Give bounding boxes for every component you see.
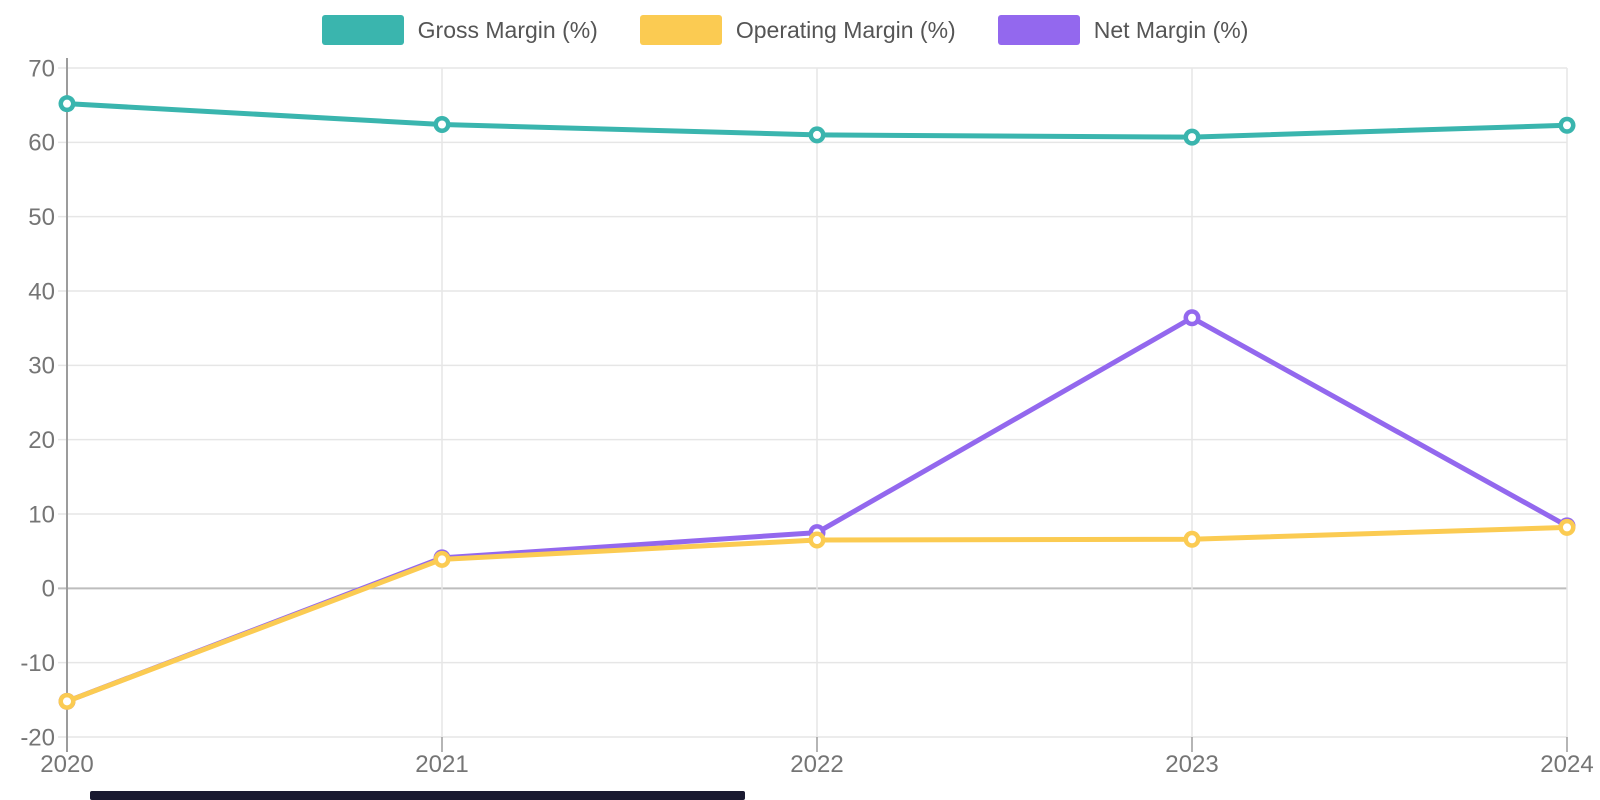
- legend-item-net-margin[interactable]: Net Margin (%): [997, 15, 1249, 45]
- legend-label: Net Margin (%): [1093, 16, 1249, 43]
- y-tick-label: 60: [28, 130, 55, 157]
- y-tick-label: 20: [28, 427, 55, 454]
- y-tick-label: 30: [28, 353, 55, 380]
- gross-margin-swatch-icon: [321, 15, 404, 45]
- chart-legend: Gross Margin (%) Operating Margin (%) Ne…: [0, 10, 1570, 50]
- operating-margin-swatch-icon: [639, 15, 722, 45]
- y-tick-label: -20: [20, 724, 55, 751]
- data-point-hole-operating-margin: [813, 536, 821, 545]
- data-point-hole-operating-margin: [63, 697, 71, 706]
- x-tick-label: 2024: [1540, 751, 1593, 778]
- data-point-hole-gross-margin: [813, 130, 821, 139]
- data-point-hole-gross-margin: [63, 99, 71, 108]
- x-tick-label: 2023: [1165, 751, 1218, 778]
- data-point-hole-operating-margin: [438, 555, 446, 564]
- data-point-hole-gross-margin: [1188, 133, 1196, 142]
- data-point-hole-operating-margin: [1188, 535, 1196, 544]
- y-tick-label: -10: [20, 650, 55, 677]
- y-tick-label: 0: [42, 576, 55, 603]
- data-point-hole-operating-margin: [1563, 523, 1571, 532]
- x-tick-label: 2022: [790, 751, 843, 778]
- y-tick-label: 40: [28, 278, 55, 305]
- legend-item-operating-margin[interactable]: Operating Margin (%): [639, 15, 956, 45]
- horizontal-scrollbar-thumb[interactable]: [90, 791, 745, 800]
- x-tick-label: 2021: [415, 751, 468, 778]
- net-margin-swatch-icon: [997, 15, 1080, 45]
- legend-item-gross-margin[interactable]: Gross Margin (%): [321, 15, 598, 45]
- legend-label: Gross Margin (%): [417, 16, 598, 43]
- data-point-hole-gross-margin: [438, 120, 446, 129]
- y-tick-label: 70: [28, 55, 55, 82]
- y-tick-label: 10: [28, 501, 55, 528]
- y-tick-label: 50: [28, 204, 55, 231]
- x-tick-label: 2020: [40, 751, 93, 778]
- legend-label: Operating Margin (%): [735, 16, 956, 43]
- data-point-hole-gross-margin: [1563, 121, 1571, 130]
- data-point-hole-net-margin: [1188, 313, 1196, 322]
